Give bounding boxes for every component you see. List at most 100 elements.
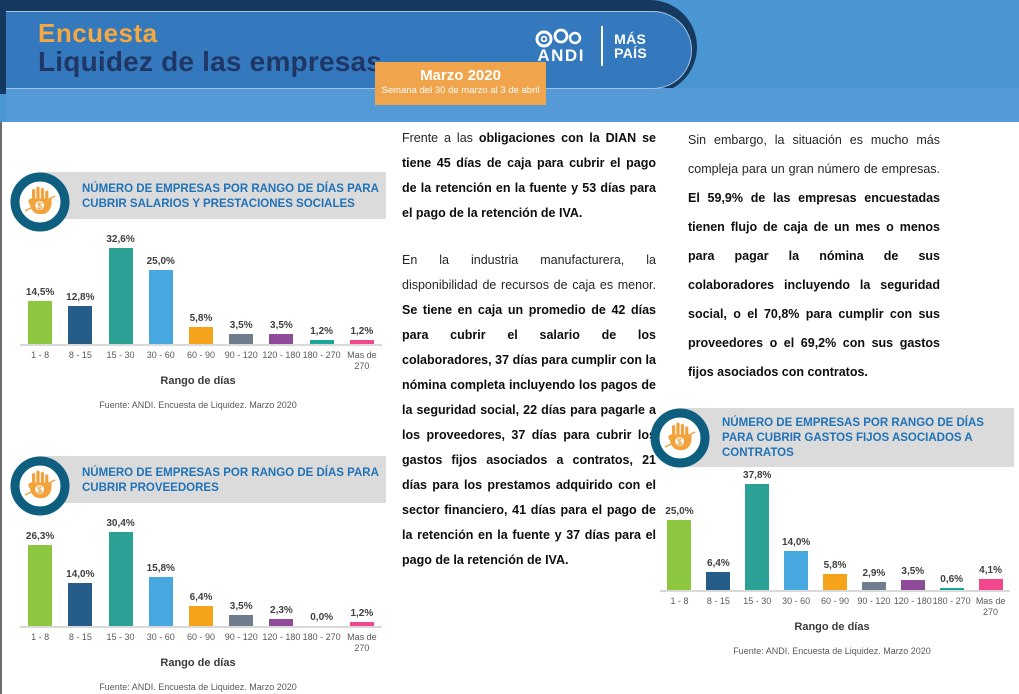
- svg-text:$: $: [37, 201, 42, 211]
- bar-value-label: 5,8%: [189, 313, 213, 324]
- bar-column: 6,4%: [699, 558, 738, 590]
- plot-area: 25,0% 6,4% 37,8% 14,0% 5,8% 2,9% 3,5% 0,6% 4,1% …: [660, 468, 1010, 618]
- x-axis-line: [20, 344, 382, 346]
- hand-money-icon: $: [10, 456, 70, 516]
- chart-header: $ NÚMERO DE EMPRESAS POR RANGO DE DÍAS P…: [10, 172, 386, 232]
- bar-value-label: 1,2%: [350, 608, 374, 619]
- bar: [28, 545, 53, 626]
- category-label: 15 - 30: [106, 632, 135, 642]
- category-label: 30 - 60: [146, 632, 175, 642]
- page-title: Liquidez de las empresas: [38, 46, 383, 77]
- andi-wordmark: ANDI: [537, 46, 585, 65]
- bar-column: 3,5%: [221, 320, 261, 344]
- bar-column: 1,2%: [342, 326, 382, 344]
- bar-column: 15,8%: [141, 563, 181, 626]
- bar: [148, 577, 173, 626]
- category-label: 8 - 15: [706, 596, 730, 606]
- bar-column: 4,1%: [971, 565, 1010, 590]
- bar-value-label: 12,8%: [66, 292, 95, 303]
- bar: [269, 619, 294, 626]
- bar: [939, 588, 964, 590]
- chart-card-salarios: $ NÚMERO DE EMPRESAS POR RANGO DE DÍAS P…: [10, 166, 386, 410]
- bar: [309, 340, 334, 344]
- bar-column: 1,2%: [302, 326, 342, 344]
- bar-value-label: 0,6%: [940, 574, 964, 585]
- header-banner: Encuesta Liquidez de las empresas ANDI M…: [0, 0, 1019, 122]
- bar: [68, 583, 93, 626]
- svg-text:$: $: [677, 437, 682, 447]
- logo-divider: [601, 26, 604, 66]
- text-column-middle: Frente a las obligaciones con la DIAN se…: [402, 126, 656, 595]
- bar-column: 12,8%: [60, 292, 100, 344]
- bar-value-label: 32,6%: [106, 234, 135, 245]
- bar: [229, 334, 254, 344]
- category-label: 8 - 15: [68, 350, 92, 360]
- source-note: Fuente: ANDI. Encuesta de Liquidez. Marz…: [733, 646, 931, 656]
- bar-column: 1,2%: [342, 608, 382, 626]
- bar-value-label: 1,2%: [310, 326, 334, 337]
- bar: [349, 622, 374, 626]
- bar-column: 32,6%: [100, 234, 140, 344]
- bar: [68, 306, 93, 344]
- bar-value-label: 30,4%: [106, 518, 135, 529]
- category-label: 180 - 270: [302, 632, 341, 642]
- bar-value-label: 2,9%: [862, 568, 886, 579]
- bar-column: 6,4%: [181, 592, 221, 626]
- bar-plot: 25,0% 6,4% 37,8% 14,0% 5,8% 2,9% 3,5% 0,6% 4,1%: [660, 468, 1010, 590]
- bar: [784, 551, 809, 590]
- bar-value-label: 0,0%: [310, 612, 334, 623]
- bar-column: 14,0%: [60, 569, 100, 626]
- bar-plot: 14,5% 12,8% 32,6% 25,0% 5,8% 3,5% 3,5% 1,2% 1,2%: [20, 232, 382, 344]
- bar-column: 37,8%: [738, 470, 777, 590]
- bar-column: 5,8%: [816, 560, 855, 590]
- source-note: Fuente: ANDI. Encuesta de Liquidez. Marz…: [99, 682, 297, 692]
- hand-money-icon: $: [10, 172, 70, 232]
- bar: [706, 572, 731, 590]
- bar: [229, 615, 254, 626]
- category-axis: 1 - 8 8 - 15 15 - 30 30 - 60 60 - 90 90 - 120…: [20, 632, 382, 654]
- category-label: Mas de 270: [975, 596, 1006, 617]
- bar: [823, 574, 847, 590]
- category-label: Mas de 270: [347, 632, 377, 653]
- date-box: Marzo 2020 Semana del 30 de marzo al 3 d…: [375, 62, 546, 105]
- category-label: 90 - 120: [857, 596, 891, 606]
- source-note: Fuente: ANDI. Encuesta de Liquidez. Marz…: [99, 400, 297, 410]
- text-column-right: Sin embargo, la situación es mucho más c…: [688, 126, 940, 409]
- x-axis-title: Rango de días: [160, 657, 236, 669]
- bar: [861, 582, 886, 590]
- date-title: Marzo 2020: [420, 67, 501, 84]
- bar-column: 3,5%: [221, 601, 261, 626]
- andi-swirl-icon: [535, 28, 582, 48]
- chart-title: NÚMERO DE EMPRESAS POR RANGO DE DÍAS PAR…: [38, 172, 386, 219]
- bar-column: 0,0%: [302, 612, 342, 626]
- category-label: 180 - 270: [302, 350, 341, 360]
- bar-value-label: 26,3%: [25, 531, 55, 542]
- category-label: 60 - 90: [186, 632, 215, 642]
- bar-value-label: 2,3%: [270, 605, 293, 616]
- bar-column: 2,9%: [854, 568, 893, 590]
- bar-value-label: 14,5%: [25, 287, 55, 298]
- bar: [349, 340, 374, 344]
- andi-mas-pais-logo: ANDI MÁS PAÍS: [532, 26, 647, 66]
- bar: [28, 301, 53, 344]
- category-axis: 1 - 8 8 - 15 15 - 30 30 - 60 60 - 90 90 - 120…: [20, 350, 382, 372]
- chart-title: NÚMERO DE EMPRESAS POR RANGO DE DÍAS PAR…: [38, 456, 386, 503]
- chart-card-proveedores: $ NÚMERO DE EMPRESAS POR RANGO DE DÍAS P…: [10, 450, 386, 692]
- plot-area: 26,3% 14,0% 30,4% 15,8% 6,4% 3,5% 2,3% 0,0% 1,2%…: [20, 516, 382, 654]
- category-label: 30 - 60: [782, 596, 811, 606]
- bar: [745, 484, 770, 590]
- svg-text:$: $: [37, 485, 42, 495]
- bar-value-label: 3,5%: [229, 320, 253, 331]
- survey-kicker: Encuesta: [38, 18, 158, 48]
- bar-column: 5,8%: [181, 313, 221, 344]
- bar-value-label: 14,0%: [66, 569, 95, 580]
- bar-value-label: 25,0%: [665, 506, 694, 517]
- bar-value-label: 6,4%: [189, 592, 213, 603]
- plot-area: 14,5% 12,8% 32,6% 25,0% 5,8% 3,5% 3,5% 1,2% 1,2%…: [20, 232, 382, 372]
- paragraph-manufactura: En la industria manufacturera, la dispon…: [402, 253, 656, 567]
- bar-column: 14,5%: [20, 287, 60, 344]
- bar-column: 2,3%: [261, 605, 301, 626]
- bar-column: 0,6%: [932, 574, 971, 590]
- bar-plot: 26,3% 14,0% 30,4% 15,8% 6,4% 3,5% 2,3% 0,0% 1,2%: [20, 516, 382, 626]
- bar-value-label: 1,2%: [350, 326, 374, 337]
